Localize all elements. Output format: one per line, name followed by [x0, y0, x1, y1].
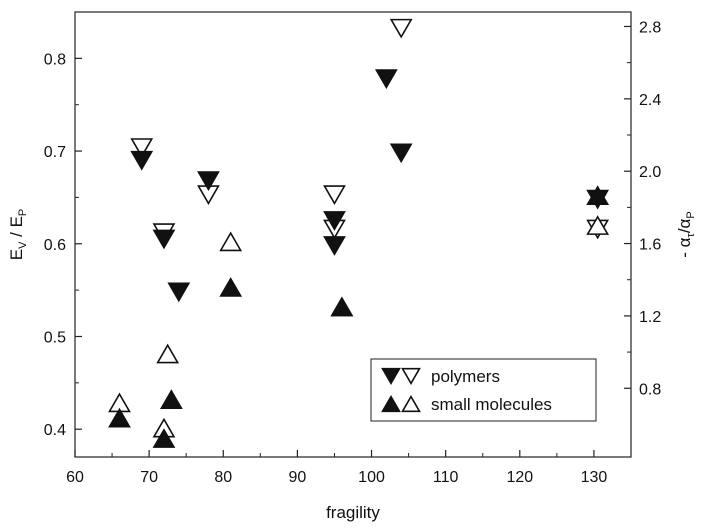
tick-labels: 60 70 80 90 100 110 120 130 0.4 0.5 0.6 0.7 0.8 0.8 1.… [44, 19, 662, 486]
data-point-filled-up-triangle [330, 296, 354, 317]
y-right-tick-label: 1.6 [639, 237, 661, 254]
y-right-tick-label: 0.8 [639, 381, 661, 398]
data-point-filled-down-triangle [152, 229, 176, 250]
plot-frame [74, 11, 632, 458]
y-left-tick-label: 0.6 [44, 237, 66, 254]
x-tick-label: 120 [506, 469, 533, 486]
legend-marker-open-up-triangle [401, 395, 421, 413]
x-axis-label: fragility [326, 503, 380, 522]
y-right-tick-label: 2.4 [639, 92, 661, 109]
data-point-open-down-triangle [130, 138, 154, 158]
data-point-open-down-triangle [323, 185, 346, 205]
legend-label-small-molecules: small molecules [431, 395, 552, 414]
data-point-filled-down-triangle [167, 282, 191, 303]
y-right-tick-label: 2.8 [639, 19, 661, 36]
data-point-filled-up-triangle [108, 407, 131, 428]
data-point-open-up-triangle [219, 231, 243, 252]
x-tick-label: 60 [66, 469, 84, 486]
y-left-tick-label: 0.7 [44, 144, 66, 161]
data-point-filled-down-triangle [323, 211, 346, 231]
legend-marker-filled-down-triangle [381, 367, 401, 385]
y-axis-left-label: EV / EP [7, 209, 29, 261]
y-left-tick-label: 0.5 [44, 329, 66, 346]
data-point-filled-down-triangle [323, 236, 346, 256]
data-point-filled-up-triangle [152, 428, 176, 448]
legend-markers [381, 367, 421, 413]
data-point-filled-down-triangle [197, 171, 220, 191]
x-tick-label: 130 [581, 469, 608, 486]
x-tick-label: 100 [358, 469, 385, 486]
data-point-filled-up-triangle [159, 389, 183, 409]
y-right-tick-label: 2.0 [639, 164, 661, 181]
y-right-tick-label: 1.2 [639, 309, 661, 326]
data-markers [108, 18, 610, 448]
legend-marker-open-down-triangle [401, 367, 421, 385]
legend-label-polymers: polymers [431, 367, 500, 386]
x-tick-label: 70 [140, 469, 158, 486]
data-point-filled-down-triangle [130, 150, 154, 171]
data-point-open-up-triangle [586, 215, 610, 235]
x-tick-label: 110 [433, 469, 459, 486]
legend: polymers small molecules [370, 358, 597, 422]
y-axis-right-label: - ατ/αP [675, 211, 697, 257]
x-tick-label: 80 [214, 469, 232, 486]
x-tick-label: 90 [289, 469, 307, 486]
data-point-filled-up-triangle [586, 185, 610, 206]
data-point-filled-down-triangle [389, 143, 413, 164]
data-point-open-down-triangle [389, 18, 413, 39]
axis-ticks [74, 25, 631, 457]
data-point-filled-up-triangle [219, 277, 243, 297]
data-point-open-up-triangle [156, 343, 180, 364]
y-left-tick-label: 0.8 [44, 51, 66, 68]
legend-marker-filled-up-triangle [381, 395, 401, 413]
y-left-tick-label: 0.4 [44, 422, 66, 439]
data-point-filled-down-triangle [374, 69, 398, 90]
